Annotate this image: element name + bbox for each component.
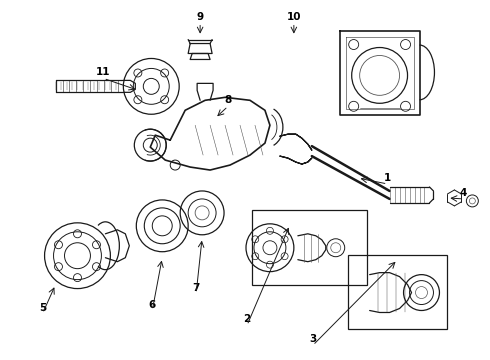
Text: 4: 4: [460, 188, 467, 198]
Text: 5: 5: [39, 302, 46, 312]
Text: 8: 8: [224, 95, 232, 105]
Bar: [252, 210, 367, 285]
Text: 6: 6: [148, 300, 156, 310]
Text: 9: 9: [196, 12, 204, 22]
Bar: [348, 255, 447, 329]
Text: 3: 3: [309, 334, 317, 345]
Text: 11: 11: [96, 67, 111, 77]
Text: 1: 1: [384, 173, 391, 183]
Text: 10: 10: [287, 12, 301, 22]
Text: 2: 2: [244, 314, 250, 324]
Text: 7: 7: [193, 283, 200, 293]
